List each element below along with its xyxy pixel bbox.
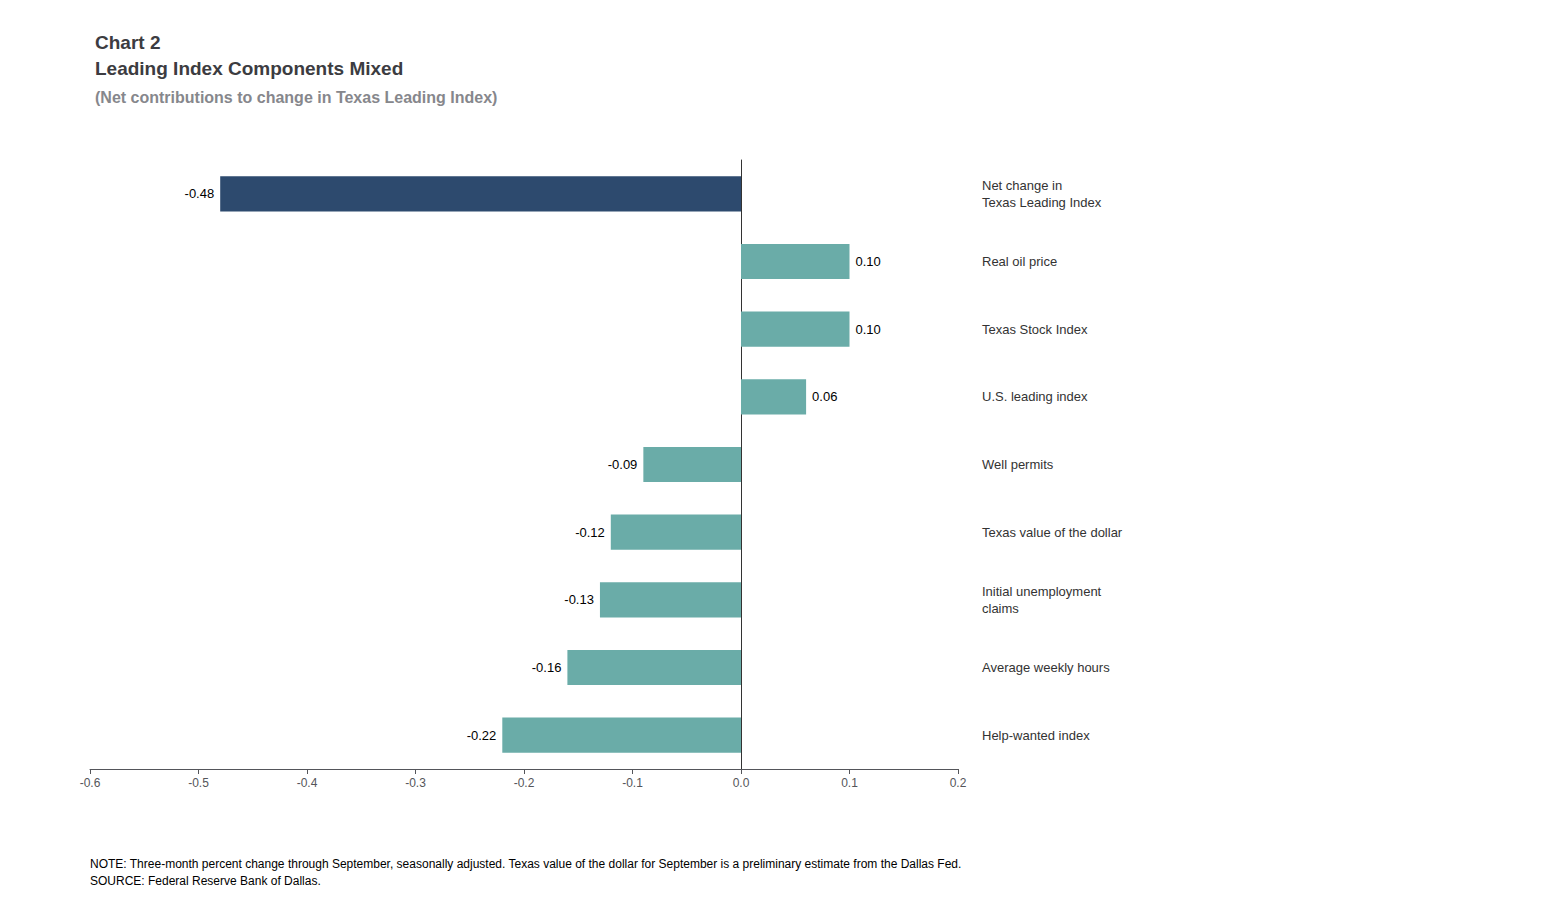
- svg-text:0.1: 0.1: [841, 776, 858, 790]
- svg-text:claims: claims: [982, 601, 1019, 616]
- svg-text:Net change in: Net change in: [982, 178, 1062, 193]
- svg-text:-0.22: -0.22: [467, 728, 497, 743]
- svg-text:-0.48: -0.48: [185, 186, 215, 201]
- svg-text:Texas Leading Index: Texas Leading Index: [982, 195, 1102, 210]
- svg-text:-0.6: -0.6: [80, 776, 101, 790]
- svg-text:(Net contributions to change i: (Net contributions to change in Texas Le…: [95, 89, 497, 106]
- svg-text:Real oil price: Real oil price: [982, 254, 1057, 269]
- svg-text:-0.2: -0.2: [514, 776, 535, 790]
- svg-text:Chart 2: Chart 2: [95, 32, 160, 53]
- svg-text:Average weekly hours: Average weekly hours: [982, 660, 1110, 675]
- svg-text:0.2: 0.2: [950, 776, 967, 790]
- svg-text:Help-wanted index: Help-wanted index: [982, 728, 1090, 743]
- svg-text:Texas value of the dollar: Texas value of the dollar: [982, 525, 1123, 540]
- svg-text:SOURCE: Federal Reserve Bank o: SOURCE: Federal Reserve Bank of Dallas.: [90, 874, 321, 888]
- svg-text:Leading Index Components Mixed: Leading Index Components Mixed: [95, 58, 403, 79]
- svg-text:0.06: 0.06: [812, 389, 837, 404]
- svg-text:Initial unemployment: Initial unemployment: [982, 584, 1102, 599]
- svg-text:-0.16: -0.16: [532, 660, 562, 675]
- svg-text:Well permits: Well permits: [982, 457, 1054, 472]
- svg-text:-0.13: -0.13: [564, 592, 594, 607]
- svg-text:0.0: 0.0: [733, 776, 750, 790]
- svg-text:U.S. leading index: U.S. leading index: [982, 389, 1088, 404]
- svg-text:-0.4: -0.4: [297, 776, 318, 790]
- svg-text:-0.1: -0.1: [622, 776, 643, 790]
- svg-text:-0.12: -0.12: [575, 525, 605, 540]
- svg-text:NOTE: Three-month percent chan: NOTE: Three-month percent change through…: [90, 857, 961, 871]
- svg-text:-0.09: -0.09: [608, 457, 638, 472]
- svg-text:-0.5: -0.5: [188, 776, 209, 790]
- svg-text:0.10: 0.10: [856, 254, 881, 269]
- svg-text:-0.3: -0.3: [405, 776, 426, 790]
- svg-text:0.10: 0.10: [856, 322, 881, 337]
- svg-text:Texas Stock Index: Texas Stock Index: [982, 322, 1088, 337]
